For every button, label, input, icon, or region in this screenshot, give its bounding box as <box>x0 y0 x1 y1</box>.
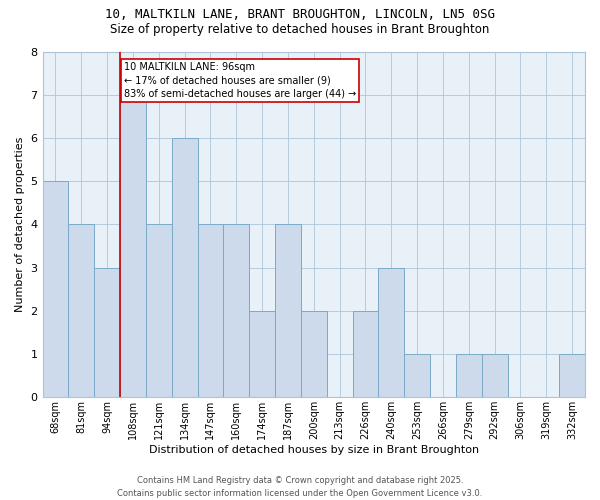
Text: 10 MALTKILN LANE: 96sqm
← 17% of detached houses are smaller (9)
83% of semi-det: 10 MALTKILN LANE: 96sqm ← 17% of detache… <box>124 62 356 98</box>
Bar <box>353 311 379 398</box>
Bar <box>94 268 120 398</box>
Bar <box>249 311 275 398</box>
Bar <box>43 181 68 398</box>
Bar <box>197 224 223 398</box>
Bar <box>559 354 585 398</box>
Text: Size of property relative to detached houses in Brant Broughton: Size of property relative to detached ho… <box>110 22 490 36</box>
Bar <box>146 224 172 398</box>
Bar <box>404 354 430 398</box>
Bar <box>379 268 404 398</box>
Bar <box>456 354 482 398</box>
Text: 10, MALTKILN LANE, BRANT BROUGHTON, LINCOLN, LN5 0SG: 10, MALTKILN LANE, BRANT BROUGHTON, LINC… <box>105 8 495 20</box>
Bar <box>68 224 94 398</box>
X-axis label: Distribution of detached houses by size in Brant Broughton: Distribution of detached houses by size … <box>149 445 479 455</box>
Bar <box>301 311 326 398</box>
Bar <box>172 138 197 398</box>
Y-axis label: Number of detached properties: Number of detached properties <box>15 136 25 312</box>
Text: Contains HM Land Registry data © Crown copyright and database right 2025.
Contai: Contains HM Land Registry data © Crown c… <box>118 476 482 498</box>
Bar <box>275 224 301 398</box>
Bar <box>482 354 508 398</box>
Bar <box>223 224 249 398</box>
Bar <box>120 94 146 398</box>
